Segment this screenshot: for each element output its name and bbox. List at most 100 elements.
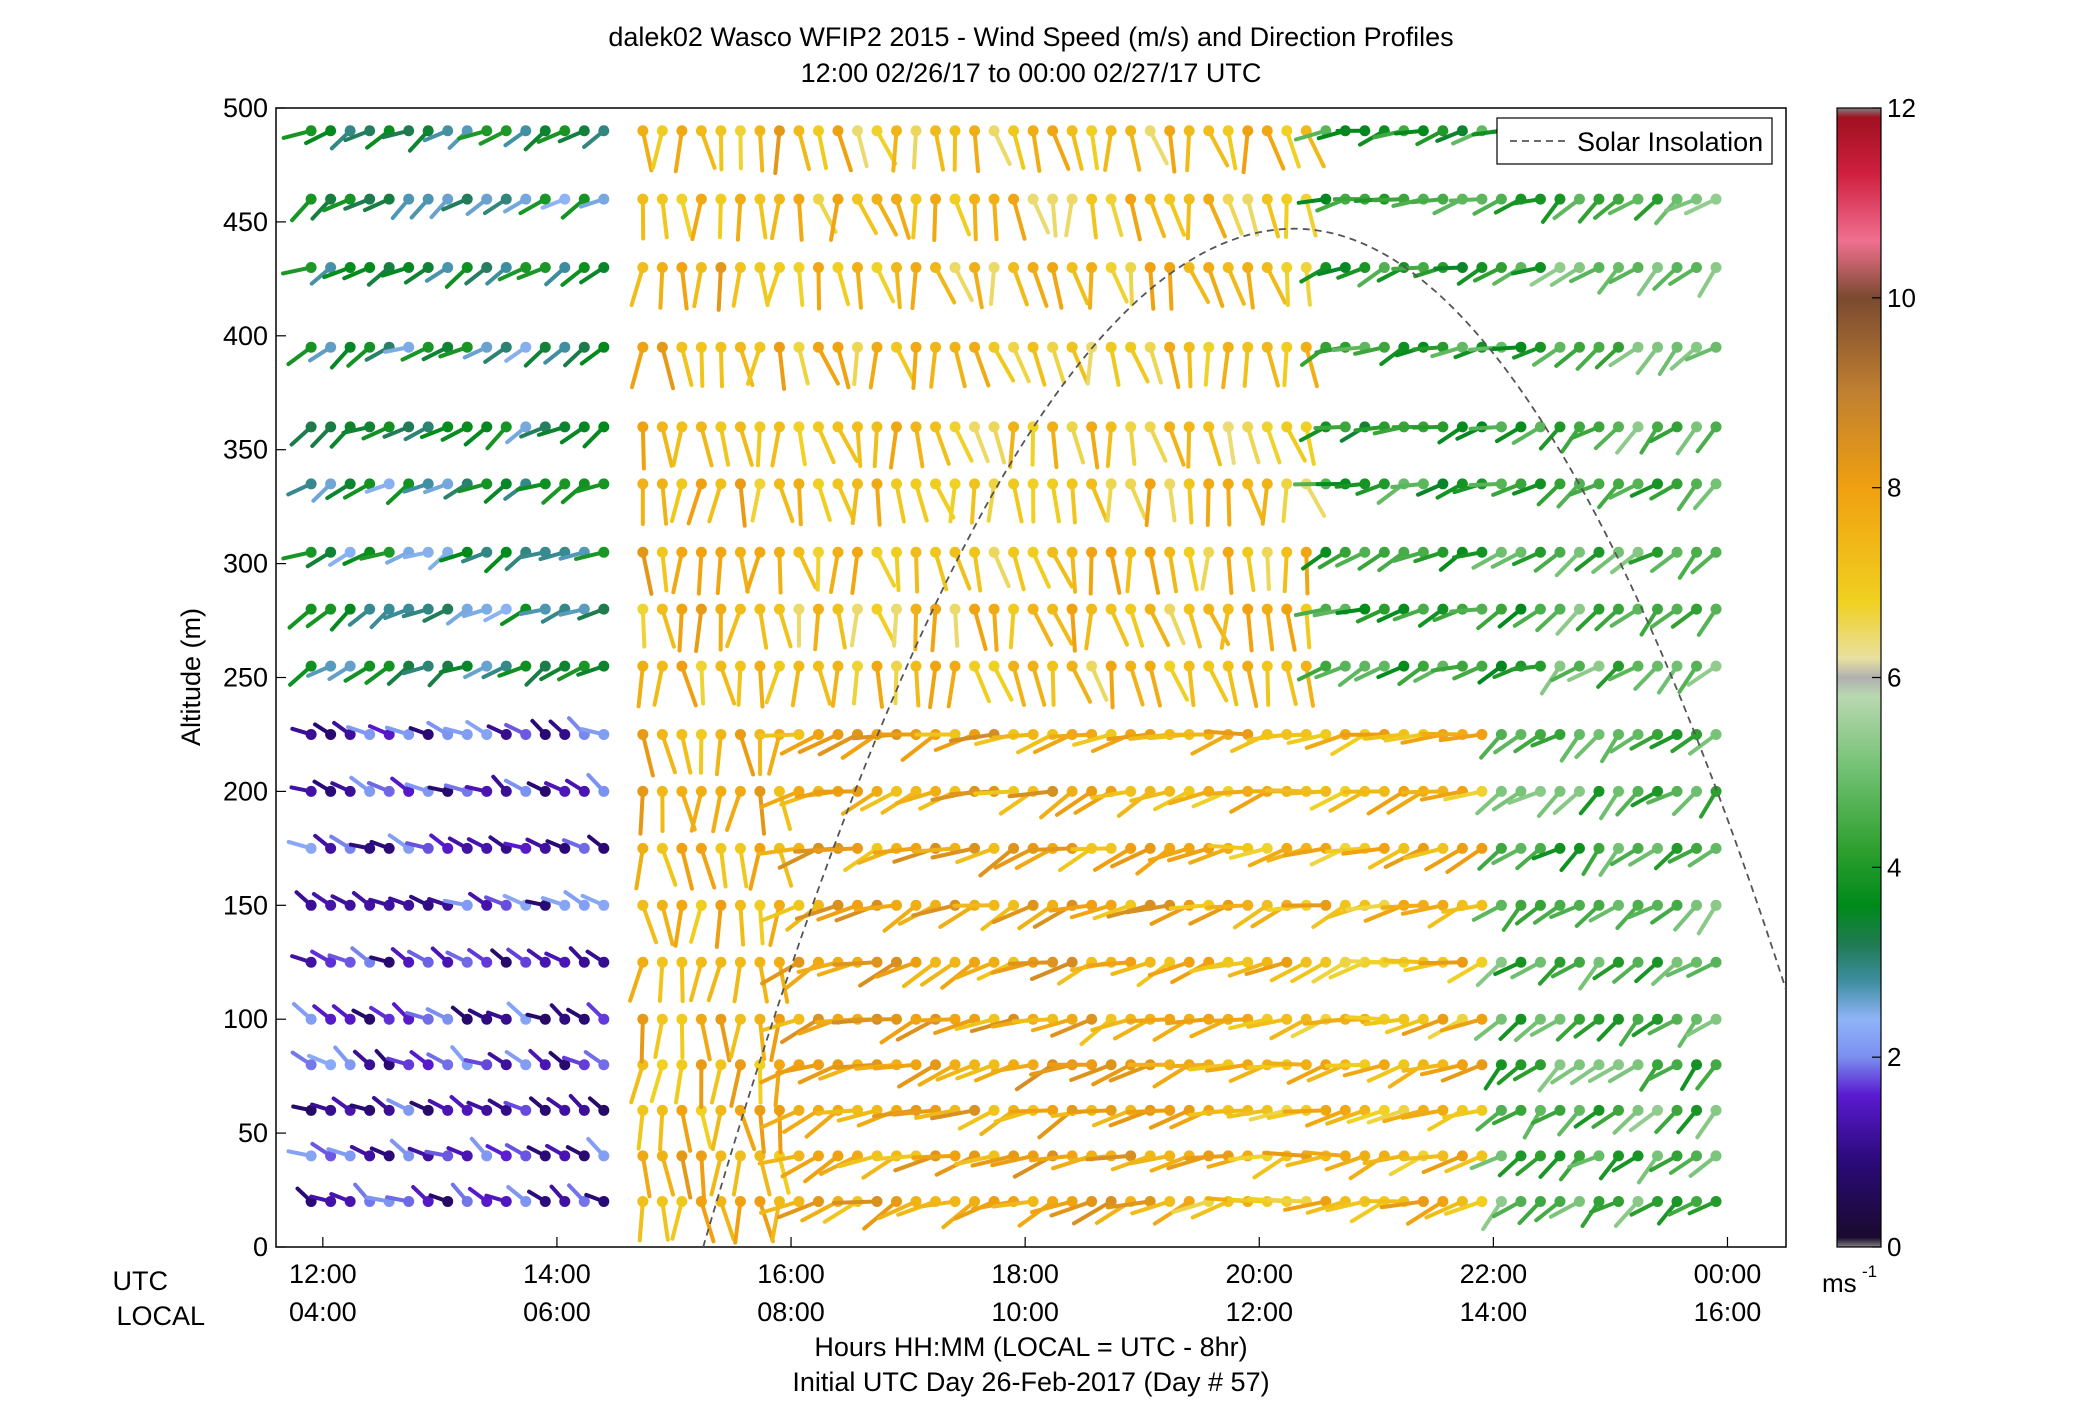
wind-barb: [422, 125, 454, 143]
wind-barb: [891, 261, 903, 310]
wind-barb: [440, 421, 473, 442]
wind-barb: [1009, 1104, 1059, 1116]
wind-barb: [503, 778, 532, 797]
wind-barb: [637, 125, 654, 173]
wind-barb: [793, 193, 805, 242]
wind-barb: [1475, 1104, 1507, 1132]
wind-barb: [832, 341, 851, 390]
wind-barb: [1261, 546, 1273, 592]
wind-barb: [637, 193, 649, 241]
wind-barb: [1205, 899, 1254, 911]
wind-barb: [1433, 261, 1468, 273]
wind-barb: [757, 1150, 805, 1166]
wind-barb: [832, 421, 859, 464]
wind-barb: [695, 1013, 712, 1062]
wind-barb: [1513, 728, 1546, 754]
wind-barb: [1690, 546, 1722, 575]
wind-barb: [1222, 660, 1239, 707]
wind-barb: [1635, 341, 1664, 376]
wind-barb: [1468, 478, 1507, 490]
wind-barb: [366, 780, 395, 797]
wind-barb: [1695, 421, 1722, 454]
wind-barb: [1128, 1150, 1176, 1166]
wind-barb: [871, 261, 896, 304]
wind-barb: [1496, 1059, 1527, 1086]
wind-barb: [369, 603, 395, 630]
wind-barb: [504, 1143, 532, 1162]
wind-barb: [988, 193, 1000, 242]
wind-barb: [1047, 546, 1074, 589]
wind-barb: [1630, 785, 1664, 808]
wind-barb: [1498, 1013, 1527, 1041]
wind-barb: [1085, 1150, 1137, 1162]
wind-barb: [949, 341, 967, 389]
wind-barb: [1568, 478, 1605, 497]
wind-barb: [969, 193, 981, 242]
x-tick-label-local: 04:00: [289, 1297, 357, 1327]
wind-barb: [765, 261, 785, 306]
wind-barb: [1086, 478, 1109, 523]
wind-barb: [1084, 603, 1098, 651]
wind-barb: [290, 954, 317, 968]
wind-barb: [1574, 899, 1605, 928]
wind-barb: [760, 956, 805, 986]
wind-barb: [1676, 478, 1703, 512]
utc-row-label: UTC: [113, 1266, 169, 1296]
wind-barb: [351, 1008, 376, 1025]
wind-barb: [364, 660, 395, 685]
wind-barb: [536, 421, 571, 437]
wind-barb: [1628, 546, 1664, 565]
wind-barb: [380, 261, 415, 278]
wind-barb: [1105, 660, 1117, 710]
wind-barb: [1697, 261, 1722, 298]
wind-barb: [1393, 125, 1429, 137]
wind-barb: [482, 193, 512, 216]
wind-barb: [582, 421, 610, 449]
wind-barb: [754, 899, 766, 946]
wind-barb: [671, 421, 688, 468]
wind-barb: [578, 193, 610, 209]
chart-title: dalek02 Wasco WFIP2 2015 - Wind Speed (m…: [608, 22, 1453, 52]
wind-barb: [1403, 842, 1449, 861]
wind-barb: [689, 785, 707, 833]
wind-barb: [911, 1013, 961, 1025]
wind-barb: [1039, 785, 1078, 820]
wind-barb: [1507, 785, 1546, 805]
wind-barb: [1430, 341, 1468, 359]
wind-barb: [1222, 546, 1234, 595]
wind-barb: [1512, 1059, 1546, 1082]
wind-barb: [388, 896, 415, 911]
wind-barb: [574, 478, 610, 494]
wind-barb: [409, 1100, 434, 1116]
wind-barb: [313, 722, 337, 740]
wind-barb: [330, 781, 356, 797]
wind-barb: [790, 660, 805, 708]
wind-barb: [450, 1005, 473, 1025]
wind-barb: [348, 842, 376, 854]
wind-barb: [1552, 785, 1585, 816]
wind-barb: [1008, 660, 1026, 707]
wind-barb: [1105, 193, 1124, 238]
wind-barb: [1559, 728, 1585, 763]
colorbar-tick-label: 10: [1887, 283, 1916, 313]
x-tick-label-local: 14:00: [1460, 1297, 1528, 1327]
wind-barb: [1286, 728, 1332, 745]
wind-barb: [1612, 1104, 1644, 1135]
wind-barb: [656, 728, 677, 775]
wind-barb: [1676, 1104, 1703, 1135]
wind-barb: [1531, 842, 1566, 861]
wind-barb: [1242, 421, 1261, 465]
wind-barb: [1490, 546, 1527, 569]
wind-barb: [1475, 956, 1507, 988]
wind-barb: [1066, 341, 1090, 385]
wind-barb: [1207, 956, 1254, 970]
wind-barb: [1668, 261, 1703, 286]
wind-barb: [1027, 603, 1054, 647]
wind-barb: [549, 1003, 571, 1025]
wind-barb: [1066, 478, 1078, 525]
wind-barb: [1008, 193, 1027, 241]
wind-barb: [952, 899, 1000, 911]
wind-barb: [1164, 546, 1179, 594]
wind-barb: [384, 725, 415, 740]
wind-barb: [485, 421, 512, 451]
